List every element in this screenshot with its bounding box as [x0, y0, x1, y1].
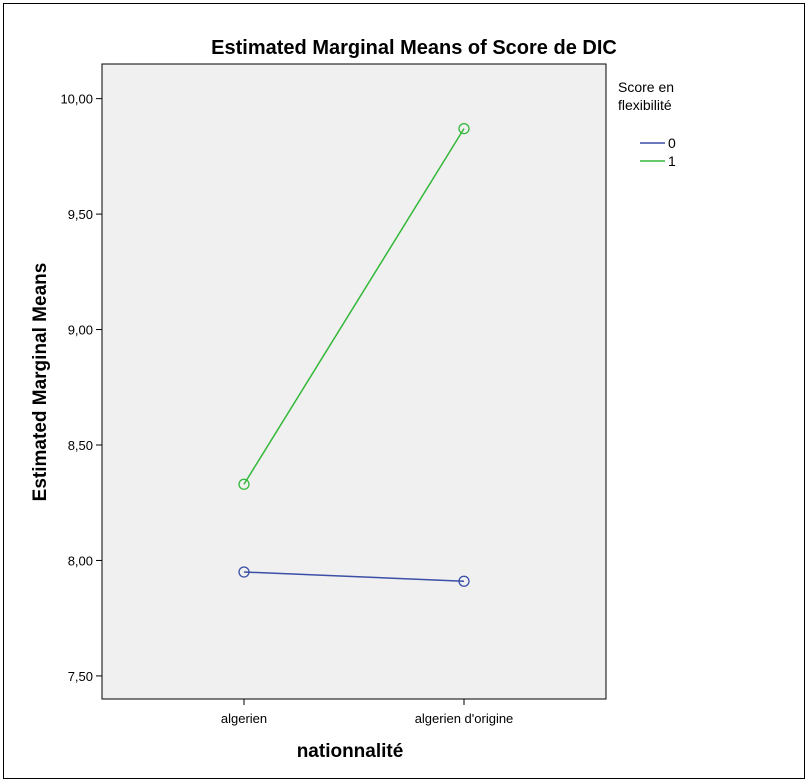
series-1 [238, 123, 470, 490]
y-tick-label: 8,00 [68, 553, 93, 568]
legend-label-1: 1 [668, 153, 676, 169]
data-point-marker [238, 478, 250, 490]
data-point-marker [458, 123, 470, 135]
x-tick-label: algerien d'origine [415, 711, 514, 726]
y-tick-label: 9,00 [68, 323, 93, 338]
y-tick-label: 10,00 [60, 92, 93, 107]
series-line-0 [243, 571, 465, 582]
y-tick-label: 7,50 [68, 669, 93, 684]
data-point-marker [458, 575, 470, 587]
y-axis: 7,50 8,00 8,50 9,00 9,50 10,00 [60, 92, 102, 684]
y-axis-title: Estimated Marginal Means [30, 263, 51, 502]
series-layer [238, 123, 470, 587]
x-axis: algerien algerien d'origine [221, 699, 513, 726]
series-line-1 [243, 128, 465, 485]
series-0 [238, 566, 470, 587]
legend-title-line-2: flexibilité [618, 97, 672, 113]
legend: Score en flexibilité 0 1 [618, 79, 676, 169]
y-tick-label: 9,50 [68, 207, 93, 222]
legend-label-0: 0 [668, 135, 676, 151]
x-axis-title: nationnalité [297, 741, 404, 762]
x-tick-label: algerien [221, 711, 267, 726]
y-tick-label: 8,50 [68, 438, 93, 453]
legend-title-line-1: Score en [618, 79, 674, 95]
chart-title: Estimated Marginal Means of Score de DIC [211, 37, 617, 59]
data-point-marker [238, 566, 250, 578]
plot-area [101, 63, 607, 700]
